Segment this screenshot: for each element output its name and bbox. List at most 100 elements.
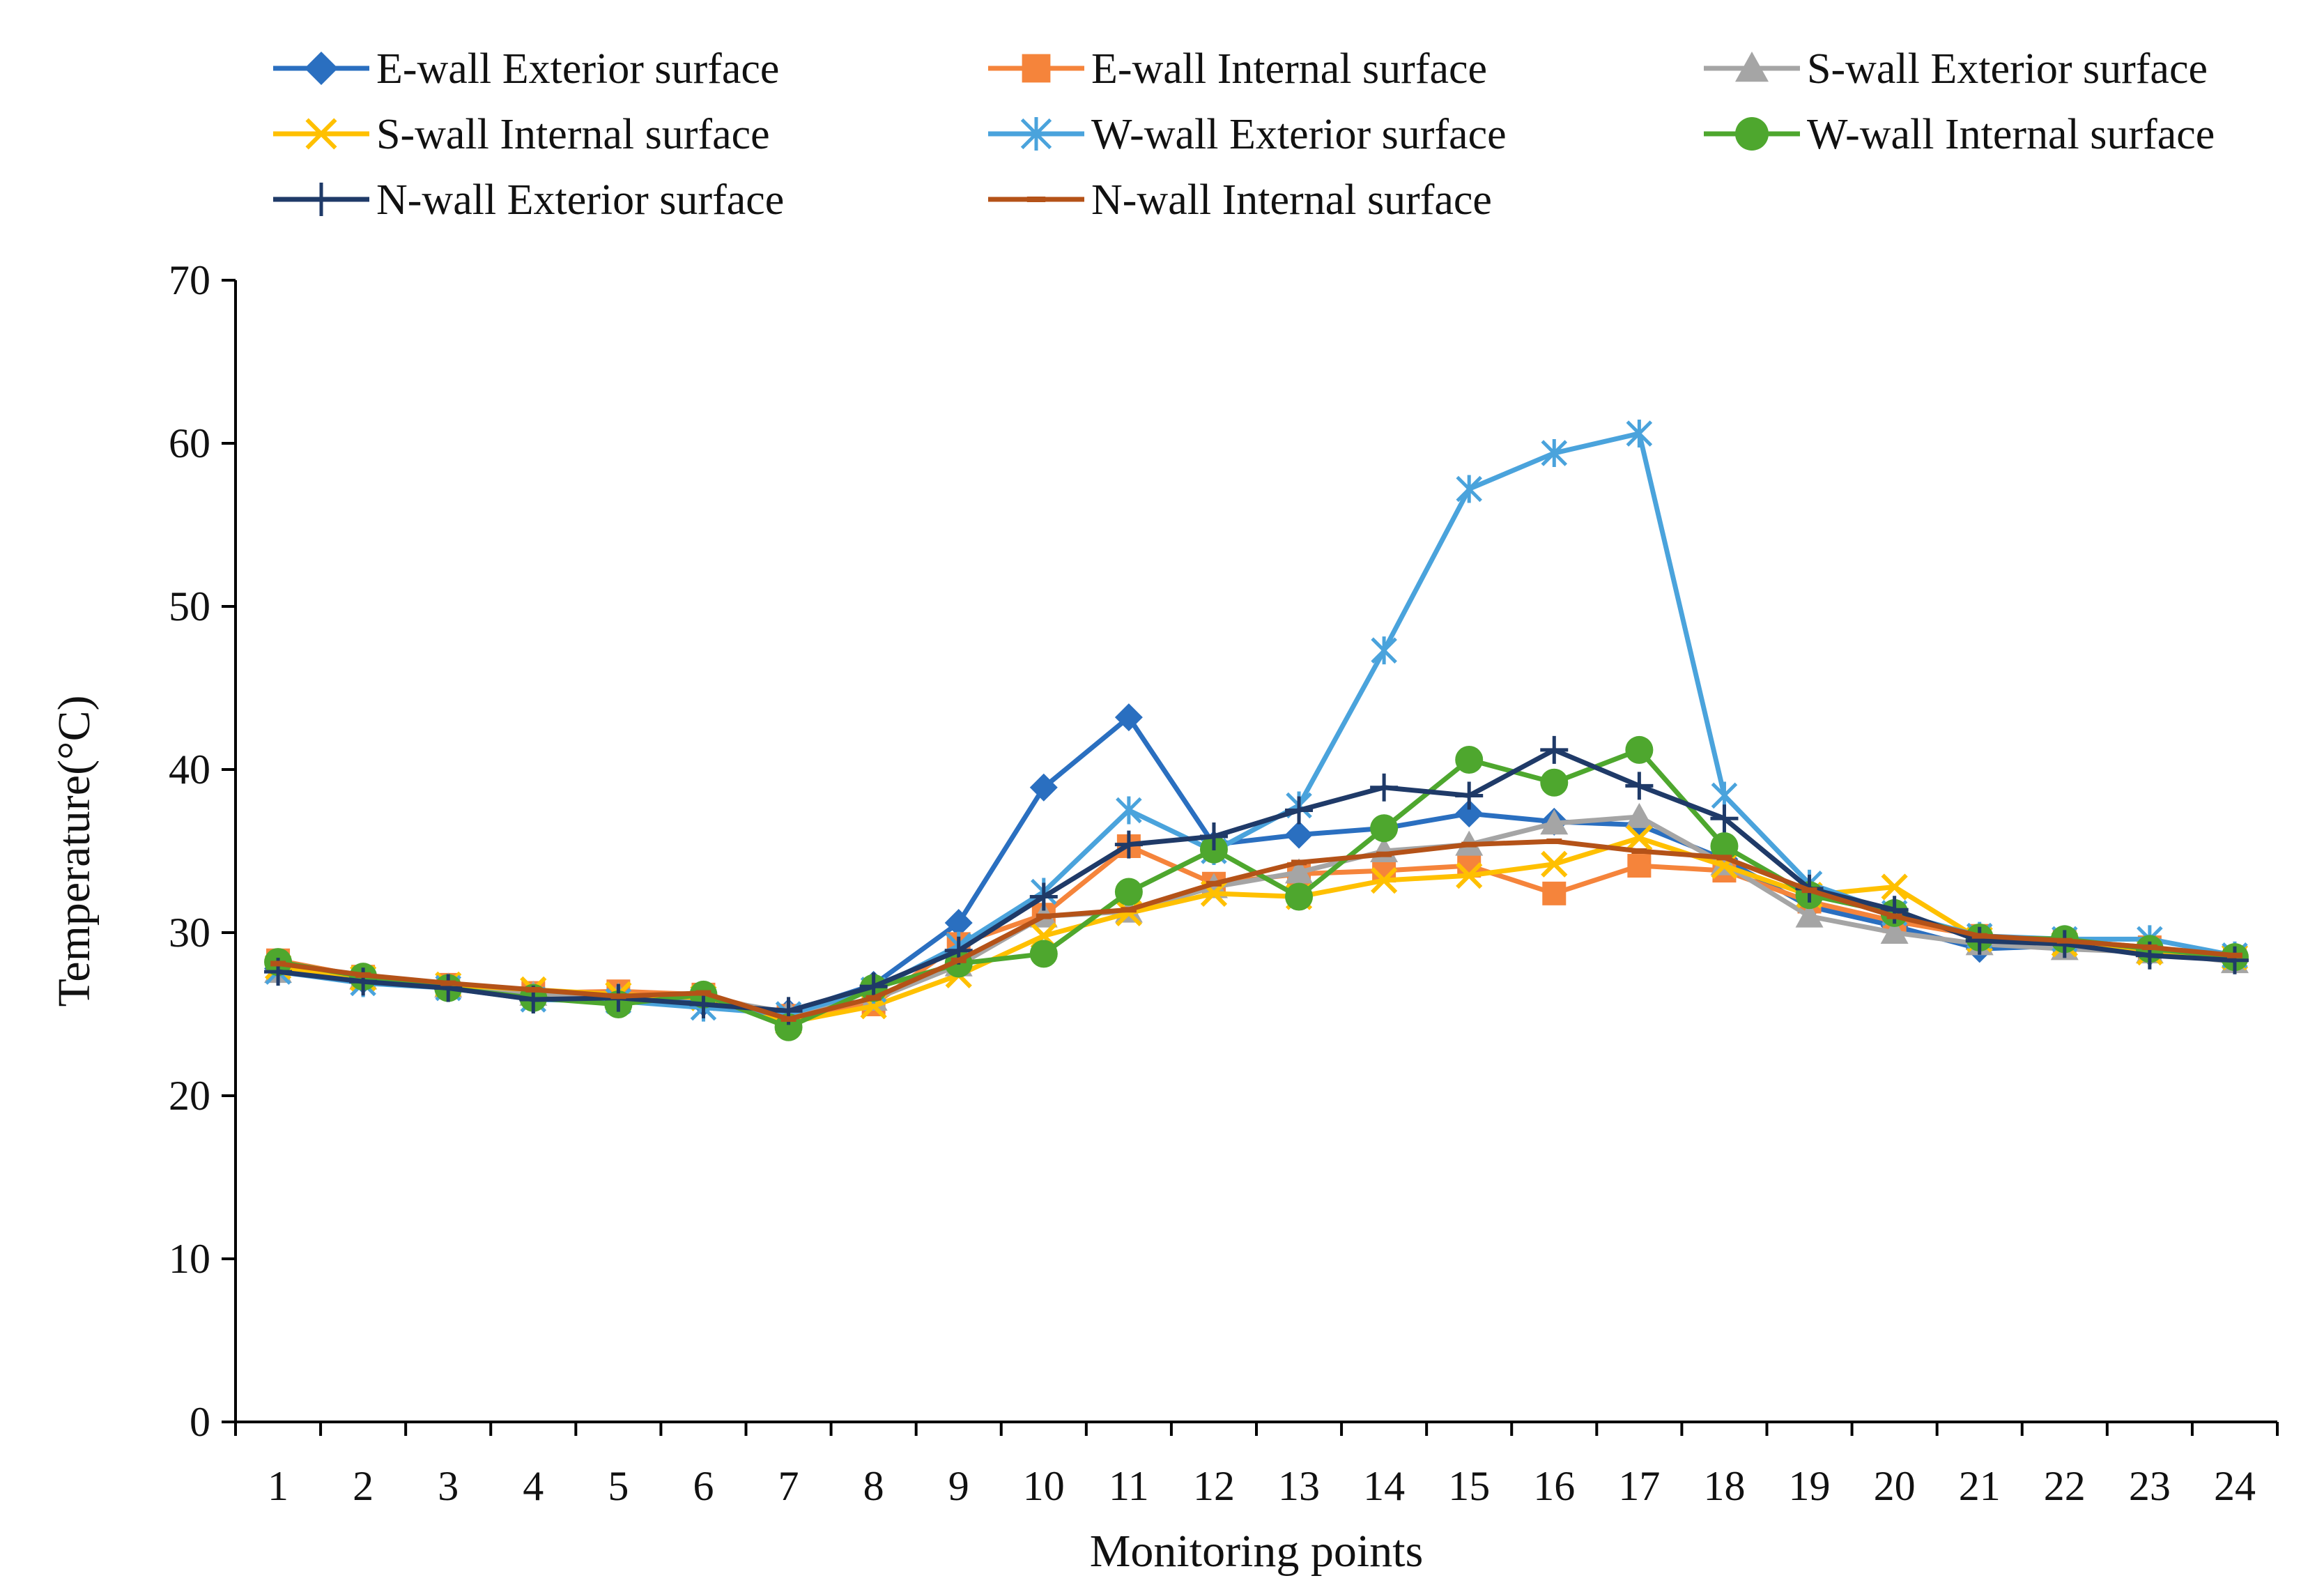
data-point [1114, 830, 1143, 859]
y-tick-label: 40 [169, 747, 210, 793]
data-point [2050, 930, 2079, 958]
series-layer [264, 419, 2249, 1041]
data-point [1116, 796, 1142, 825]
legend-marker [305, 52, 338, 85]
x-tick-label: 12 [1193, 1463, 1235, 1509]
legend-label: E-wall Exterior surface [376, 45, 779, 93]
data-point [1456, 475, 1482, 503]
legend-item: E-wall Internal surface [988, 45, 1487, 93]
x-tick-label: 16 [1533, 1463, 1575, 1509]
y-ticks: 0 10 20 30 40 50 60 70 [169, 257, 236, 1445]
data-point [1036, 913, 1052, 919]
data-point [780, 1016, 797, 1023]
y-tick-label: 30 [169, 910, 210, 956]
x-tick-label: 19 [1789, 1463, 1831, 1509]
x-tick-label: 21 [1959, 1463, 2001, 1509]
data-point [1370, 773, 1399, 802]
data-point [1626, 825, 1653, 852]
data-point [1795, 902, 1824, 928]
data-point [1461, 841, 1477, 848]
legend-item: S-wall Internal surface [273, 111, 770, 158]
x-tick-label: 20 [1874, 1463, 1916, 1509]
data-point [1199, 822, 1228, 850]
legend-label: W-wall Internal surface [1807, 111, 2215, 158]
data-point [2220, 946, 2249, 974]
data-point [1456, 862, 1483, 889]
x-tick-label: 14 [1363, 1463, 1405, 1509]
legend-marker [1020, 117, 1052, 151]
data-point [1965, 926, 1994, 955]
data-point [1285, 820, 1314, 849]
y-axis-title: Temperature(°C) [49, 696, 100, 1007]
x-tick-label: 13 [1278, 1463, 1320, 1509]
legend-label: S-wall Exterior surface [1807, 45, 2208, 93]
x-tick-label: 8 [863, 1463, 884, 1509]
legend-label: S-wall Internal surface [376, 111, 770, 158]
data-point [2141, 944, 2157, 951]
data-point [1626, 419, 1653, 447]
data-point [1371, 866, 1398, 894]
data-point [695, 990, 711, 996]
legend-marker [1735, 52, 1769, 82]
data-point [1114, 878, 1143, 906]
legend-item: E-wall Exterior surface [273, 45, 779, 93]
series-line [277, 747, 2235, 1013]
series-line [277, 839, 2235, 1022]
data-point [1801, 887, 1817, 894]
data-point [1886, 913, 1902, 919]
data-point [1540, 768, 1569, 797]
data-point [1114, 703, 1143, 732]
data-point [355, 972, 371, 978]
x-tick-label: 22 [2044, 1463, 2086, 1509]
x-tick-label: 3 [438, 1463, 459, 1509]
data-point [525, 986, 541, 993]
data-point [1371, 636, 1397, 665]
y-tick-label: 50 [169, 583, 210, 629]
data-point [1121, 907, 1137, 913]
legend: E-wall Exterior surface E-wall Internal s… [273, 45, 2215, 224]
legend-item: N-wall Internal surface [988, 176, 1492, 224]
data-point [2056, 937, 2072, 944]
data-point [1285, 858, 1314, 884]
x-tick-label: 7 [778, 1463, 799, 1509]
legend-marker [305, 118, 337, 150]
data-point [1291, 859, 1307, 866]
data-point [610, 993, 626, 1000]
x-tick-label: 23 [2129, 1463, 2171, 1509]
data-point [1541, 439, 1568, 468]
data-point [1625, 735, 1654, 764]
x-tick-label: 6 [693, 1463, 714, 1509]
data-point [1376, 851, 1392, 857]
data-point [951, 957, 967, 963]
data-point [1455, 745, 1484, 774]
data-point [1455, 781, 1484, 810]
data-point [1206, 880, 1222, 887]
series-line [277, 747, 2235, 1030]
data-point [1880, 919, 1909, 944]
legend-marker [1026, 197, 1046, 202]
x-tick-label: 5 [608, 1463, 629, 1509]
data-point [1370, 814, 1399, 843]
data-point [1710, 832, 1739, 860]
legend-label: N-wall Exterior surface [376, 176, 784, 224]
data-point [865, 995, 882, 1001]
series-1 [264, 703, 2249, 1027]
x-tick-label: 2 [353, 1463, 374, 1509]
data-point [1541, 850, 1568, 878]
data-point [1542, 881, 1567, 905]
data-point [1540, 809, 1569, 835]
x-tick-label: 11 [1109, 1463, 1149, 1509]
data-point [1625, 802, 1654, 828]
y-tick-label: 20 [169, 1073, 210, 1119]
x-tick-label: 4 [523, 1463, 544, 1509]
data-point [434, 974, 463, 1002]
series-5 [265, 419, 2248, 1028]
data-point [440, 980, 456, 986]
legend-item: N-wall Exterior surface [273, 176, 784, 224]
data-point [1716, 855, 1732, 861]
data-point [270, 960, 286, 967]
data-point [2226, 952, 2242, 958]
legend-item: S-wall Exterior surface [1704, 45, 2208, 93]
x-ticks: 1 2 3 4 5 6 7 8 9 10 11 12 13 14 15 16 17 18 19 20 21 22 23 24 [234, 1422, 2279, 1509]
